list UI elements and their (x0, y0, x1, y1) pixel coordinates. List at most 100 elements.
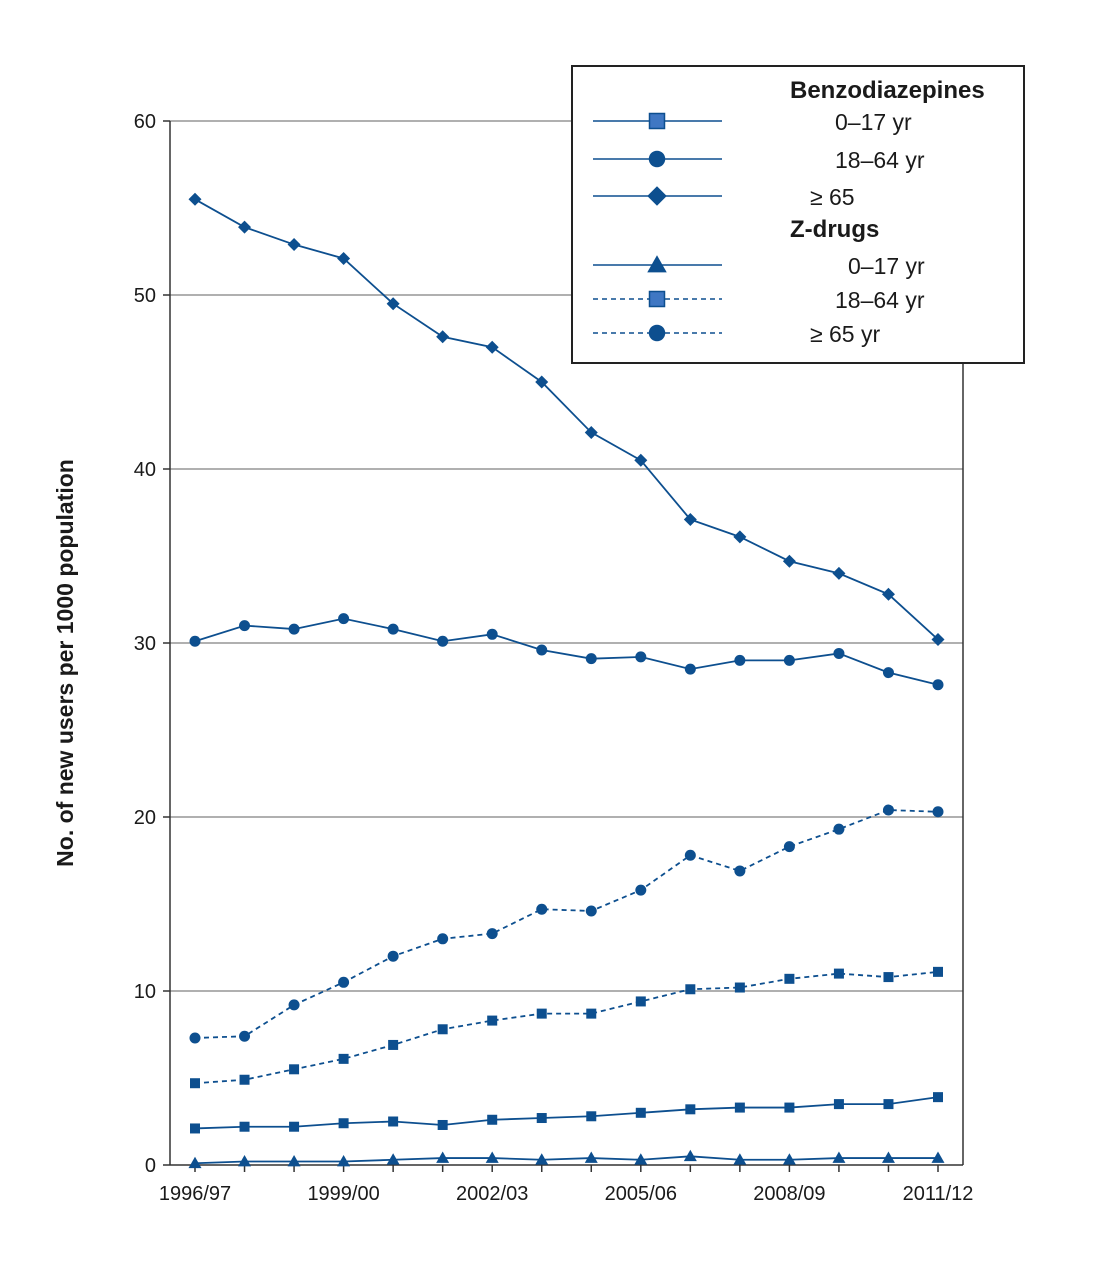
data-point (733, 530, 747, 544)
data-point (932, 679, 944, 691)
data-point (239, 620, 251, 632)
data-point (387, 623, 399, 635)
data-point (485, 340, 499, 354)
data-series (188, 192, 945, 1169)
data-point (634, 1153, 648, 1165)
data-point (783, 654, 795, 666)
x-tick-label: 2005/06 (605, 1183, 677, 1205)
data-point (188, 192, 202, 206)
y-tick-label: 60 (134, 111, 156, 133)
data-point (437, 1119, 448, 1130)
data-point (486, 628, 498, 640)
data-point (436, 330, 450, 344)
legend-label: ≥ 65 yr (810, 321, 880, 347)
data-point (832, 566, 846, 580)
data-point (586, 1008, 597, 1019)
data-point (586, 1111, 597, 1122)
series-1 (189, 613, 944, 691)
legend-group-heading: Benzodiazepines (790, 77, 985, 104)
x-tick-label: 2011/12 (903, 1183, 974, 1205)
x-tick-label: 2008/09 (753, 1183, 825, 1205)
legend-label: ≥ 65 (810, 184, 855, 210)
data-point (437, 1024, 448, 1035)
legend-marker (648, 324, 666, 342)
data-point (485, 1151, 499, 1163)
data-point (784, 973, 795, 984)
data-point (685, 1104, 696, 1115)
data-point (881, 1151, 895, 1163)
data-point (882, 804, 894, 816)
data-point (635, 884, 647, 896)
data-point (436, 1151, 450, 1163)
data-point (190, 1123, 200, 1134)
data-point (388, 1039, 399, 1050)
legend-marker (647, 255, 667, 273)
data-point (338, 1118, 349, 1129)
data-point (734, 654, 746, 666)
data-point (388, 1116, 399, 1127)
data-point (634, 453, 648, 467)
data-point (190, 1078, 200, 1089)
data-point (585, 653, 597, 665)
data-point (189, 635, 201, 647)
data-point (933, 966, 943, 977)
data-point (239, 1121, 250, 1132)
data-point (833, 1099, 844, 1110)
data-point (684, 663, 696, 675)
data-point (734, 1102, 745, 1113)
data-point (782, 1153, 796, 1165)
data-point (239, 1030, 251, 1042)
data-point (584, 425, 598, 439)
data-point (288, 623, 300, 635)
legend-label: 0–17 yr (848, 253, 925, 279)
series-line (194, 970, 939, 1085)
data-point (832, 1151, 846, 1163)
data-point (287, 238, 301, 252)
data-point (238, 1155, 252, 1167)
data-point (734, 865, 746, 877)
legend-marker (648, 150, 666, 168)
data-point (585, 905, 597, 917)
y-tick-label: 20 (134, 807, 156, 829)
series-2 (188, 192, 945, 647)
x-tick-label: 2002/03 (456, 1183, 528, 1205)
data-point (783, 841, 795, 853)
legend: Benzodiazepines 0–17 yr 18–64 yr ≥ 65 Z-drug… (571, 65, 1025, 364)
gridlines (170, 120, 963, 992)
data-point (536, 903, 548, 915)
legend-marker (648, 112, 666, 130)
legend-group-heading: Z-drugs (790, 216, 879, 243)
data-point (337, 251, 351, 265)
data-point (535, 1153, 549, 1165)
data-point (437, 933, 449, 945)
data-point (287, 1155, 301, 1167)
y-tick-labels: 0 10 20 30 40 50 60 (134, 111, 170, 1177)
data-point (883, 1099, 894, 1110)
data-point (239, 1074, 250, 1085)
legend-label: 18–64 yr (835, 287, 925, 313)
data-point (486, 928, 498, 940)
series-0 (190, 1092, 943, 1134)
data-point (683, 512, 697, 526)
data-point (487, 1114, 498, 1125)
series-3 (188, 1149, 945, 1169)
data-point (536, 1113, 547, 1124)
series-line (194, 1155, 938, 1165)
data-point (338, 976, 350, 988)
data-point (387, 950, 399, 962)
data-point (782, 554, 796, 568)
legend-box (571, 65, 1025, 364)
y-tick-label: 0 (145, 1155, 156, 1177)
legend-label: 18–64 yr (835, 147, 925, 173)
data-point (487, 1015, 498, 1026)
legend-label: 0–17 yr (835, 109, 912, 135)
data-point (289, 1064, 300, 1075)
data-point (784, 1102, 795, 1113)
data-point (289, 1121, 300, 1132)
x-tick-labels: 1996/97 1999/00 2002/03 2005/06 2008/09 2011/… (159, 1165, 974, 1205)
data-point (684, 849, 696, 861)
data-point (338, 1053, 349, 1064)
y-tick-label: 10 (134, 981, 156, 1003)
y-tick-label: 30 (134, 633, 156, 655)
